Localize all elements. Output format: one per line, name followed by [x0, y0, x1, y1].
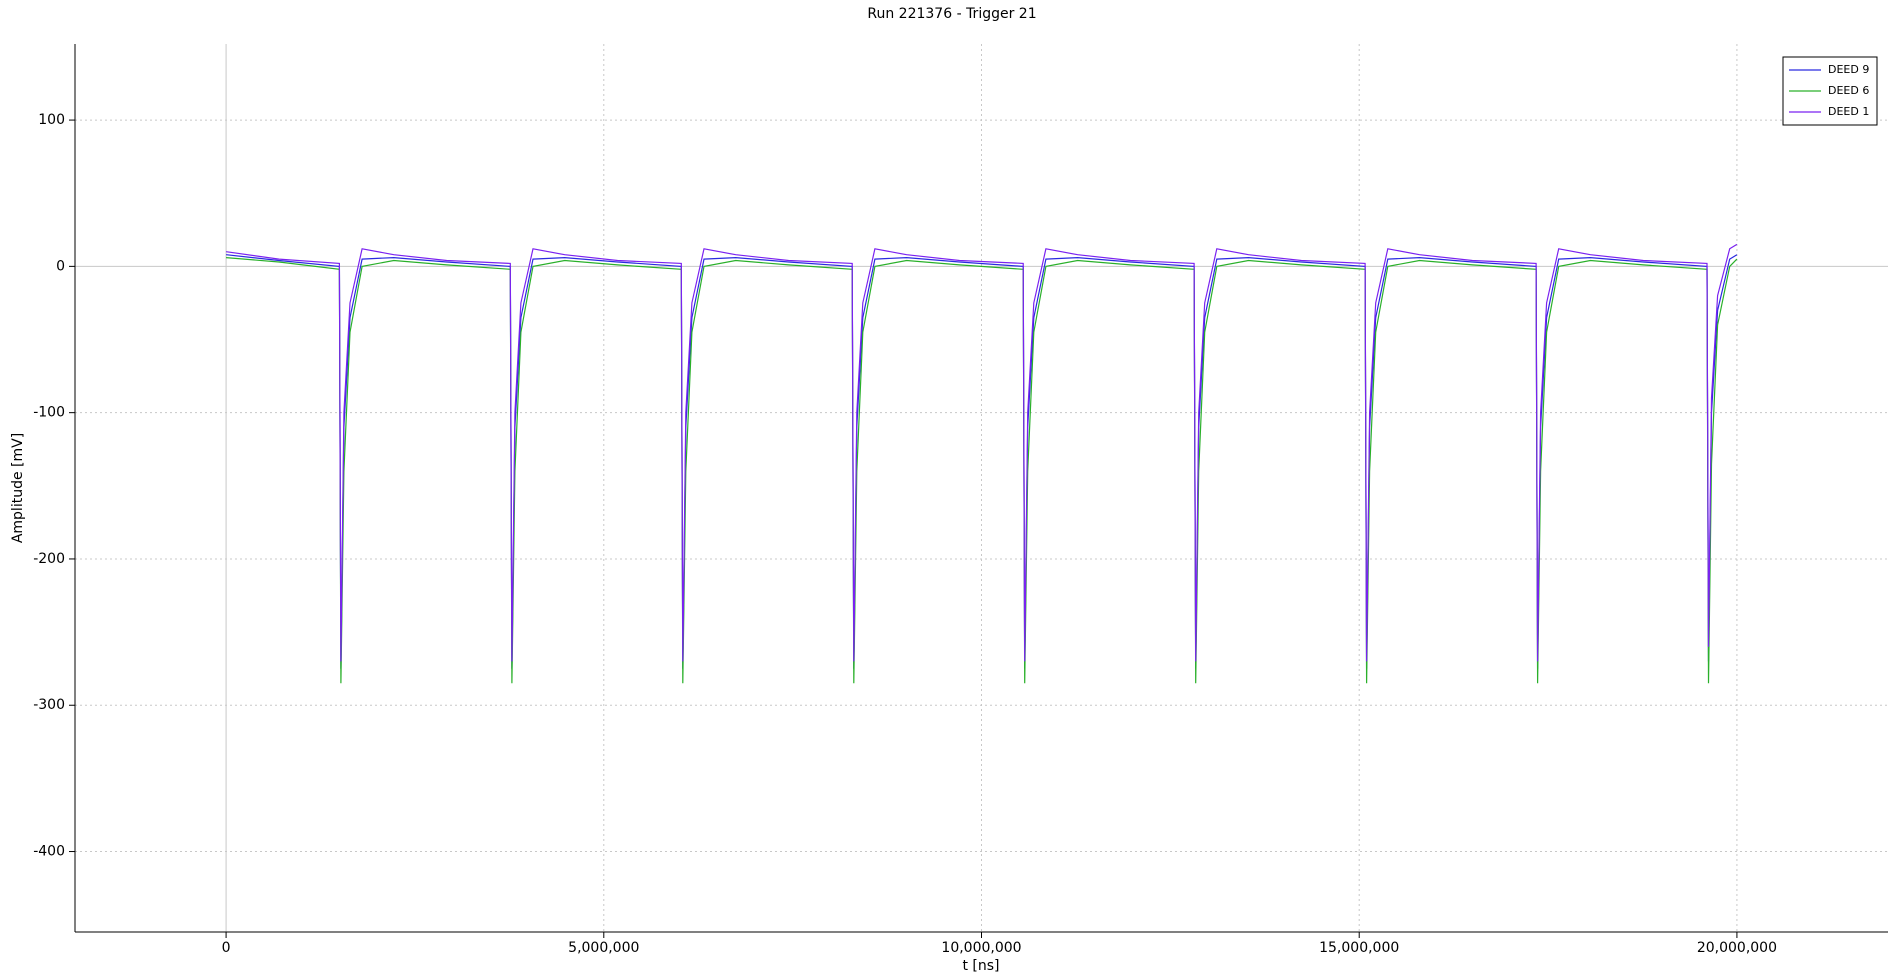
legend-label: DEED 6: [1828, 84, 1869, 97]
x-axis-label: t [ns]: [962, 958, 999, 974]
y-tick-label: -400: [33, 844, 65, 860]
y-tick-label: -100: [33, 405, 65, 421]
series-line: [226, 243, 1738, 662]
y-tick-label: -300: [33, 697, 65, 713]
y-tick-label: 0: [56, 258, 65, 274]
x-tick-label: 20,000,000: [1697, 940, 1777, 956]
x-tick-label: 0: [222, 940, 231, 956]
y-tick-label: 100: [38, 112, 65, 128]
x-tick-label: 15,000,000: [1319, 940, 1399, 956]
legend-label: DEED 9: [1828, 63, 1869, 76]
y-tick-label: -200: [33, 551, 65, 567]
x-tick-label: 10,000,000: [941, 940, 1021, 956]
legend-label: DEED 1: [1828, 105, 1869, 118]
x-tick-label: 5,000,000: [568, 940, 639, 956]
series-line: [226, 254, 1738, 669]
y-axis-label: Amplitude [mV]: [10, 433, 26, 543]
legend: DEED 9 DEED 6 DEED 1: [1782, 56, 1878, 126]
chart-title: Run 221376 - Trigger 21: [867, 6, 1036, 22]
